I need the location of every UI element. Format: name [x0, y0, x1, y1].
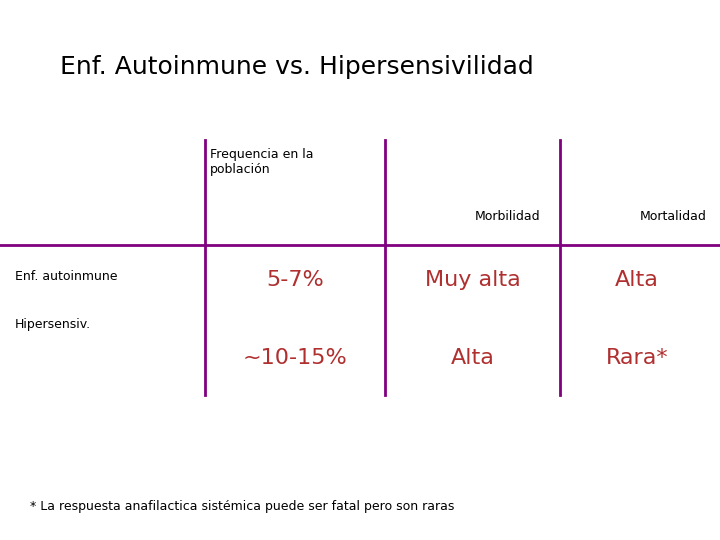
Text: Frequencia en la
población: Frequencia en la población — [210, 148, 313, 176]
Text: Alta: Alta — [451, 348, 495, 368]
Text: Muy alta: Muy alta — [425, 270, 521, 290]
Text: Mortalidad: Mortalidad — [640, 210, 707, 223]
Text: ~10-15%: ~10-15% — [243, 348, 347, 368]
Text: 5-7%: 5-7% — [266, 270, 324, 290]
Text: Enf. autoinmune: Enf. autoinmune — [15, 270, 117, 283]
Text: Enf. Autoinmune vs. Hipersensivilidad: Enf. Autoinmune vs. Hipersensivilidad — [60, 55, 534, 79]
Text: * La respuesta anafilactica sistémica puede ser fatal pero son raras: * La respuesta anafilactica sistémica pu… — [30, 500, 454, 513]
Text: Alta: Alta — [615, 270, 659, 290]
Text: Morbilidad: Morbilidad — [475, 210, 541, 223]
Text: Hipersensiv.: Hipersensiv. — [15, 318, 91, 331]
Text: Rara*: Rara* — [606, 348, 668, 368]
